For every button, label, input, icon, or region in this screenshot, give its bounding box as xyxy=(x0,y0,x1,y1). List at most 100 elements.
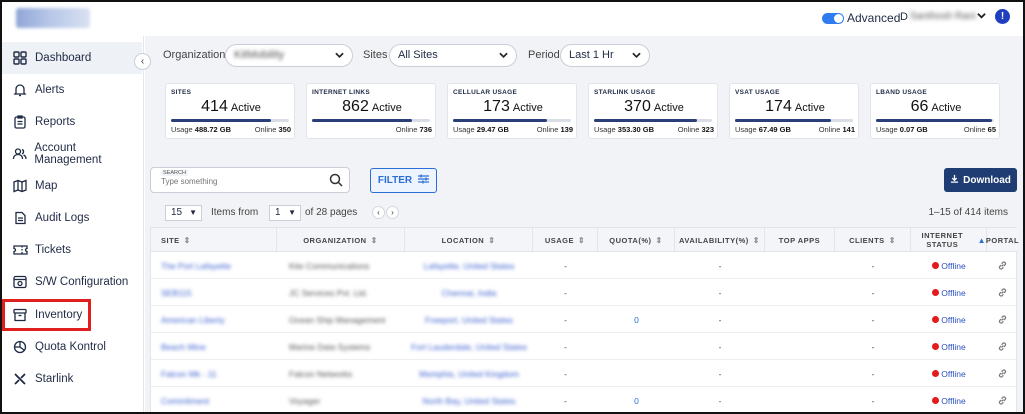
advanced-toggle[interactable] xyxy=(822,13,844,24)
quota-cell[interactable]: 0 xyxy=(634,314,639,325)
organization-cell: Ocean Ship Management xyxy=(289,314,386,325)
internet-status-cell: Offline xyxy=(911,387,987,412)
location-link[interactable]: North Bay, United States xyxy=(422,395,516,406)
search-box[interactable]: SEARCH xyxy=(150,167,350,193)
sidebar-item-audit-logs[interactable]: Audit Logs xyxy=(2,202,142,234)
table-row[interactable]: SEB115 JC Services Pvt. Ltd. Chennai, In… xyxy=(151,279,1018,306)
card-title: LBAND USAGE xyxy=(876,89,927,96)
site-name-link[interactable]: American Liberty xyxy=(161,314,225,325)
column-header-internet-status[interactable]: INTERNET STATUS ▲ xyxy=(911,228,987,252)
location-link[interactable]: Freeport, United States xyxy=(425,314,513,325)
clients-cell: - xyxy=(871,395,875,406)
brand-logo[interactable] xyxy=(16,8,90,28)
organization-cell: Voyager xyxy=(289,395,321,406)
sidebar: Dashboard Alerts Reports Account Managem… xyxy=(2,36,144,412)
chevron-down-icon[interactable] xyxy=(977,11,986,23)
location-link[interactable]: Lafayette, United States xyxy=(423,260,515,271)
card-progress-bar xyxy=(735,119,853,122)
card-lband-usage[interactable]: LBAND USAGE 66 Active Usage 0.07 GB Online… xyxy=(870,83,1000,139)
alert-badge-icon[interactable]: ! xyxy=(995,9,1010,24)
sidebar-item-reports[interactable]: Reports xyxy=(2,106,142,138)
table-row[interactable]: Falcon Mk - 11 Falcon Networks Memphis, … xyxy=(151,360,1018,387)
column-header-site[interactable]: SITE ⇕ xyxy=(151,228,277,252)
sidebar-item-dashboard[interactable]: Dashboard xyxy=(2,42,142,74)
link-icon[interactable] xyxy=(987,360,1018,387)
card-internet-links[interactable]: INTERNET LINKS 862 Active Online 736 xyxy=(306,83,436,139)
table-row[interactable]: Beach Mine Marine Data Systems Fort Laud… xyxy=(151,333,1018,360)
link-icon[interactable] xyxy=(987,279,1018,306)
config-icon xyxy=(12,274,28,290)
site-name-link[interactable]: Beach Mine xyxy=(161,341,206,352)
link-icon[interactable] xyxy=(987,306,1018,333)
download-button[interactable]: Download xyxy=(944,168,1017,192)
column-header-usage[interactable]: USAGE ⇕ xyxy=(533,228,598,252)
location-link[interactable]: Memphis, United Kingdom xyxy=(419,368,519,379)
site-name-link[interactable]: Commitment xyxy=(161,395,210,406)
quota-cell[interactable] xyxy=(598,360,675,387)
organization-cell: Falcon Networks xyxy=(289,368,353,379)
quota-cell[interactable] xyxy=(598,252,675,279)
column-header-quota[interactable]: QUOTA(%) ⇕ xyxy=(598,228,675,252)
sidebar-item-starlink[interactable]: Starlink xyxy=(2,363,142,395)
next-page-icon[interactable]: › xyxy=(386,206,399,219)
availability-cell: - xyxy=(718,260,722,271)
card-value: 174 Active xyxy=(765,98,825,115)
site-name-link[interactable]: Falcon Mk - 11 xyxy=(161,368,217,379)
quota-cell[interactable] xyxy=(598,333,675,360)
column-header-availability[interactable]: AVAILABILITY(%) ⇕ xyxy=(675,228,765,252)
card-title: STARLINK USAGE xyxy=(594,89,656,96)
page-size-select[interactable]: 15 ▼ xyxy=(165,205,202,221)
period-select[interactable]: Last 1 Hr xyxy=(560,44,650,67)
column-header-location[interactable]: LOCATION ⇕ xyxy=(405,228,533,252)
clients-cell: - xyxy=(871,287,875,298)
sidebar-item-label: Inventory xyxy=(35,309,83,321)
card-vsat-usage[interactable]: VSAT USAGE 174 Active Usage 67.49 GB Onlin… xyxy=(729,83,859,139)
sidebar-item-inventory[interactable]: Inventory xyxy=(2,299,91,331)
page-number-select[interactable]: 1 ▼ xyxy=(269,205,301,221)
table-row[interactable]: American Liberty Ocean Ship Management F… xyxy=(151,306,1018,333)
sidebar-item-sw-configuration[interactable]: S/W Configuration xyxy=(2,266,142,298)
quota-cell[interactable]: 0 xyxy=(634,395,639,406)
sidebar-item-alerts[interactable]: Alerts xyxy=(2,74,142,106)
card-starlink-usage[interactable]: STARLINK USAGE 370 Active Usage 353.30 GB… xyxy=(588,83,718,139)
card-cellular-usage[interactable]: CELLULAR USAGE 173 Active Usage 29.47 GB O… xyxy=(447,83,577,139)
map-icon xyxy=(12,178,28,194)
card-value: 66 Active xyxy=(910,98,962,115)
card-title: INTERNET LINKS xyxy=(312,89,371,96)
card-footer: Usage 29.47 GB Online 139 xyxy=(453,125,573,134)
card-title: CELLULAR USAGE xyxy=(453,89,518,96)
availability-cell: - xyxy=(718,287,722,298)
internet-status-cell: Offline xyxy=(911,360,987,387)
column-header-organization[interactable]: ORGANIZATION ⇕ xyxy=(277,228,405,252)
sidebar-item-label: Tickets xyxy=(35,244,71,256)
sidebar-collapse-button[interactable]: ‹ xyxy=(134,53,151,70)
organization-cell: JC Services Pvt. Ltd. xyxy=(289,287,368,298)
card-footer: Usage 488.72 GB Online 350 xyxy=(171,125,291,134)
sidebar-item-label: Alerts xyxy=(35,84,65,96)
organization-select[interactable]: KitMobility xyxy=(225,44,353,67)
sidebar-item-account-management[interactable]: Account Management xyxy=(2,138,142,170)
table-row[interactable]: The Port Lafayette Kite Communications L… xyxy=(151,252,1018,279)
sidebar-item-tickets[interactable]: Tickets xyxy=(2,234,142,266)
location-link[interactable]: Chennai, India xyxy=(441,287,497,298)
location-link[interactable]: Fort Lauderdale, United States xyxy=(411,341,527,352)
user-name[interactable]: Santhosh Rani xyxy=(910,11,976,22)
link-icon[interactable] xyxy=(987,387,1018,412)
column-header-clients[interactable]: CLIENTS ⇕ xyxy=(835,228,911,252)
prev-page-icon[interactable]: ‹ xyxy=(372,206,385,219)
table-row[interactable]: Commitment Voyager North Bay, United Sta… xyxy=(151,387,1018,412)
sites-select[interactable]: All Sites xyxy=(389,44,517,67)
quota-cell[interactable] xyxy=(598,279,675,306)
card-progress-bar xyxy=(171,119,289,122)
search-input[interactable] xyxy=(161,177,311,186)
card-sites[interactable]: SITES 414 Active Usage 488.72 GB Online 35… xyxy=(165,83,295,139)
link-icon[interactable] xyxy=(987,333,1018,360)
filter-button[interactable]: FILTER xyxy=(370,168,437,193)
site-name-link[interactable]: SEB115 xyxy=(161,287,192,298)
link-icon[interactable] xyxy=(987,252,1018,279)
sidebar-item-map[interactable]: Map xyxy=(2,170,142,202)
sidebar-item-quota-kontrol[interactable]: Quota Kontrol xyxy=(2,331,142,363)
search-icon[interactable] xyxy=(329,173,343,192)
usage-cell: - xyxy=(564,341,567,352)
site-name-link[interactable]: The Port Lafayette xyxy=(161,260,231,271)
